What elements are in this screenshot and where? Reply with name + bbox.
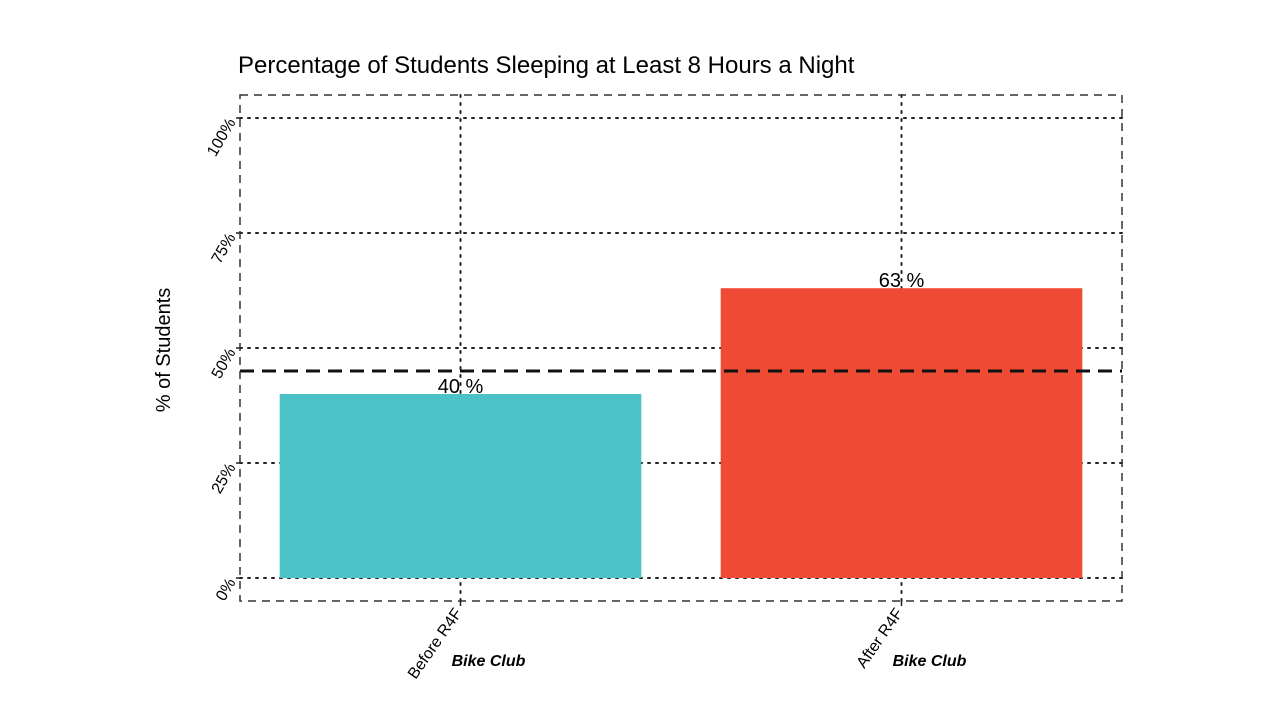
bars [240,288,1122,578]
y-tick-label: 75% [209,231,240,267]
y-tick-label: 100% [204,116,239,160]
x-sublabel: Bike Club [893,653,967,670]
y-tick-label: 50% [209,346,240,382]
chart-title: Percentage of Students Sleeping at Least… [238,52,855,79]
y-tick-label: 25% [209,461,240,497]
x-sublabel: Bike Club [452,653,526,670]
bar [279,394,642,578]
plot-frame [236,94,1123,606]
plot-border [239,94,1123,602]
data-label: 40 % [438,376,484,398]
y-axis-label: % of Students [153,288,175,413]
x-tick-label: Before R4F [405,605,466,682]
y-tick-label: 0% [213,576,239,605]
bar [720,288,1083,578]
data-label: 63 % [879,270,925,292]
